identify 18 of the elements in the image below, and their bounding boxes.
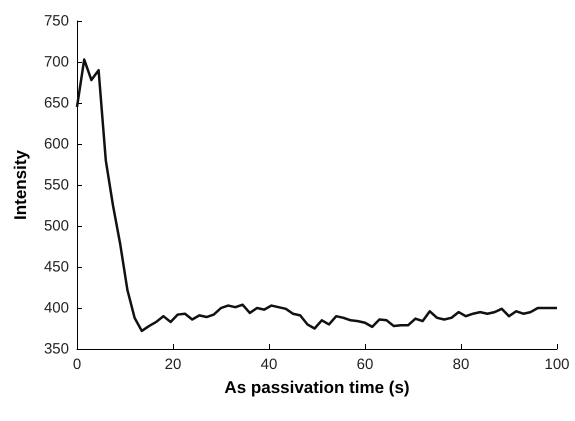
y-axis-title: Intensity	[11, 150, 30, 220]
y-tick-label: 550	[44, 176, 69, 194]
x-axis-title: As passivation time (s)	[224, 378, 410, 397]
line-series	[76, 58, 558, 332]
x-tick-label: 60	[356, 356, 374, 373]
y-tick-label: 600	[44, 136, 69, 152]
x-tick-label: 80	[452, 356, 470, 373]
y-tick-label: 400	[44, 300, 69, 316]
y-tick-label: 350	[44, 340, 69, 358]
y-tick-label: 650	[44, 94, 69, 112]
x-tick-label: 0	[72, 356, 82, 373]
x-tick-label: 40	[260, 356, 278, 373]
x-tick-label: 20	[164, 356, 182, 373]
x-tick-label: 100	[544, 356, 570, 373]
y-tick-label: 700	[44, 54, 69, 70]
y-tick-label: 500	[44, 218, 69, 234]
y-tick-label: 750	[44, 12, 69, 30]
y-tick-label: 450	[44, 258, 69, 276]
